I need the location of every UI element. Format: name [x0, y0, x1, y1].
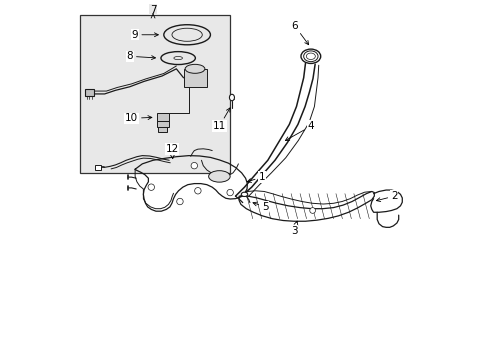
Text: 12: 12	[165, 144, 178, 159]
Text: 1: 1	[247, 172, 264, 183]
Ellipse shape	[161, 51, 195, 64]
Text: 2: 2	[376, 191, 397, 202]
Bar	[95, 165, 101, 170]
Ellipse shape	[303, 51, 317, 62]
Text: 10: 10	[125, 113, 152, 123]
Bar	[156, 113, 169, 121]
Text: 8: 8	[126, 51, 155, 61]
Circle shape	[194, 188, 201, 194]
Text: 7: 7	[149, 5, 156, 15]
Circle shape	[226, 189, 233, 196]
Ellipse shape	[163, 25, 210, 45]
Ellipse shape	[172, 28, 202, 41]
Bar	[158, 127, 167, 132]
Text: 4: 4	[285, 121, 313, 140]
Circle shape	[176, 198, 183, 205]
Bar	[80, 15, 230, 173]
Text: 3: 3	[290, 221, 297, 236]
Ellipse shape	[306, 53, 315, 59]
Text: 9: 9	[132, 30, 158, 40]
Ellipse shape	[229, 94, 234, 101]
Circle shape	[148, 184, 154, 190]
Ellipse shape	[208, 171, 230, 182]
Circle shape	[309, 208, 315, 213]
Bar	[85, 89, 94, 96]
Text: 6: 6	[291, 21, 308, 45]
Ellipse shape	[174, 57, 182, 60]
Ellipse shape	[241, 192, 247, 197]
Text: 5: 5	[252, 202, 268, 212]
Circle shape	[191, 162, 197, 169]
Bar	[183, 69, 206, 87]
Bar	[156, 121, 169, 127]
Text: 11: 11	[212, 108, 230, 131]
Ellipse shape	[185, 64, 204, 73]
Ellipse shape	[301, 49, 320, 63]
